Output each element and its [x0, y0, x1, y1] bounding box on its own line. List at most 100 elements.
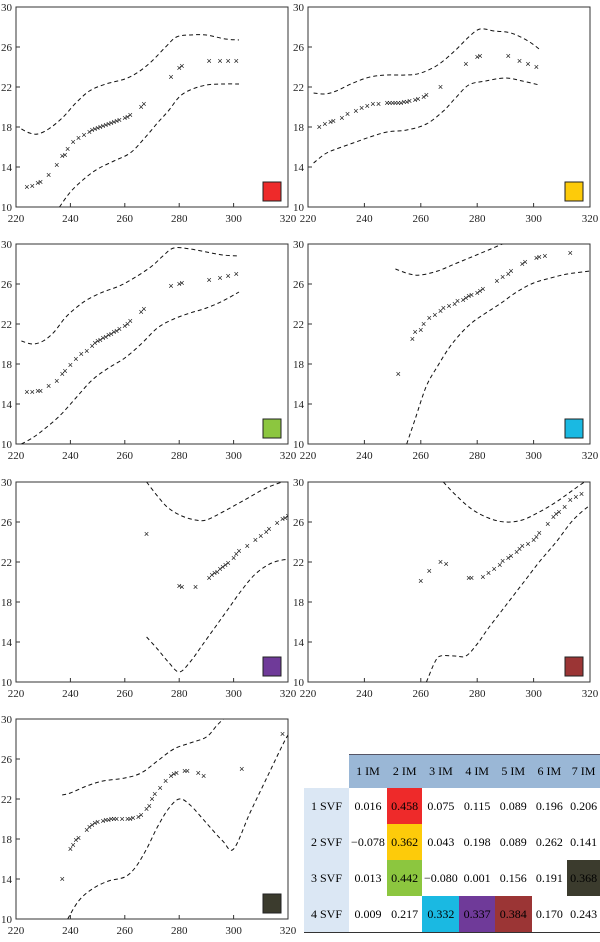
x-tick-label: 220: [8, 213, 25, 225]
data-point: ×: [182, 766, 187, 776]
y-tick-label: 10: [1, 439, 13, 451]
y-tick-label: 30: [1, 2, 13, 14]
x-tick-label: 260: [413, 688, 430, 700]
data-point: ×: [84, 825, 89, 835]
data-point: ×: [111, 117, 116, 127]
data-point: ×: [545, 519, 550, 529]
upper-band-line: [21, 34, 240, 135]
data-point: ×: [517, 544, 522, 554]
x-tick-label: 320: [280, 450, 297, 462]
data-point: ×: [70, 137, 75, 147]
y-tick-label: 10: [1, 677, 13, 689]
data-point: ×: [579, 489, 584, 499]
data-point: ×: [114, 116, 119, 126]
plot-frame: [307, 243, 591, 445]
data-point: ×: [396, 98, 401, 108]
data-point: ×: [70, 840, 75, 850]
data-point: ×: [226, 271, 231, 281]
col-header: 1 IM: [349, 754, 387, 788]
data-point: ×: [117, 324, 122, 334]
y-tick-label: 18: [293, 122, 305, 134]
data-point: ×: [421, 92, 426, 102]
data-point: ×: [551, 512, 556, 522]
data-point: ×: [339, 113, 344, 123]
data-point: ×: [60, 874, 65, 884]
x-tick-label: 260: [117, 213, 134, 225]
x-tick-label: 300: [225, 213, 242, 225]
data-point: ×: [122, 321, 127, 331]
x-tick-label: 260: [117, 688, 134, 700]
data-point: ×: [106, 330, 111, 340]
data-point: ×: [359, 103, 364, 113]
data-point: ×: [562, 502, 567, 512]
data-point: ×: [106, 815, 111, 825]
col-header: 5 IM: [494, 754, 532, 788]
data-point: ×: [500, 272, 505, 282]
data-point: ×: [125, 814, 130, 824]
y-tick-label: 14: [293, 162, 305, 174]
data-point: ×: [466, 291, 471, 301]
data-point: ×: [396, 369, 401, 379]
data-point: ×: [84, 346, 89, 356]
data-point: ×: [109, 329, 114, 339]
y-tick-label: 30: [1, 477, 13, 489]
x-tick-label: 300: [525, 450, 542, 462]
upper-band-line: [21, 247, 240, 345]
data-point: ×: [387, 98, 392, 108]
data-point: ×: [220, 562, 225, 572]
data-point: ×: [274, 518, 279, 528]
y-tick-label: 14: [1, 637, 13, 649]
y-tick-label: 14: [293, 637, 305, 649]
data-point: ×: [136, 812, 141, 822]
data-point: ×: [30, 387, 35, 397]
lower-band-line: [21, 291, 240, 444]
x-tick-label: 240: [62, 450, 79, 462]
data-point: ×: [38, 386, 43, 396]
data-point: ×: [444, 559, 449, 569]
data-point: ×: [508, 266, 513, 276]
x-tick-label: 240: [356, 688, 373, 700]
table-cell: 0.332: [422, 896, 460, 933]
data-point: ×: [520, 541, 525, 551]
data-point: ×: [100, 816, 105, 826]
data-point: ×: [206, 573, 211, 583]
data-point: ×: [174, 768, 179, 778]
data-point: ×: [384, 98, 389, 108]
lower-band-line: [67, 734, 288, 919]
data-point: ×: [253, 535, 258, 545]
data-point: ×: [95, 817, 100, 827]
data-point: ×: [87, 127, 92, 137]
data-point: ×: [35, 386, 40, 396]
table-cell: 0.196: [535, 798, 563, 813]
data-point: ×: [76, 133, 81, 143]
x-tick-label: 220: [300, 450, 317, 462]
data-point: ×: [193, 582, 198, 592]
data-point: ×: [523, 257, 528, 267]
data-point: ×: [138, 102, 143, 112]
table-cell: 0.141: [570, 834, 598, 849]
row-header: 1 SVF: [304, 788, 350, 824]
table-cell: 0.368: [567, 860, 600, 896]
plot-frame: [15, 481, 289, 683]
data-point: ×: [68, 360, 73, 370]
upper-band-line: [146, 482, 284, 522]
data-point: ×: [236, 546, 241, 556]
data-point: ×: [506, 269, 511, 279]
table-cell: 0.013: [354, 870, 382, 885]
data-point: ×: [477, 286, 482, 296]
correlation-table: 1 IM 2 IM 3 IM 4 IM 5 IM 6 IM 7 IM 1 SVF…: [304, 754, 600, 933]
table-row: 3 SVF 0.013 0.442 −0.080 0.001 0.156 0.191 0.36…: [304, 860, 600, 896]
data-point: ×: [46, 381, 51, 391]
data-point: ×: [179, 582, 184, 592]
data-point: ×: [370, 99, 375, 109]
data-point: ×: [95, 336, 100, 346]
data-point: ×: [234, 549, 239, 559]
data-point: ×: [217, 273, 222, 283]
x-tick-label: 320: [280, 213, 297, 225]
data-point: ×: [438, 557, 443, 567]
color-marker-square: [262, 893, 282, 914]
data-point: ×: [114, 814, 119, 824]
data-point: ×: [239, 764, 244, 774]
lower-band-line: [59, 83, 240, 207]
